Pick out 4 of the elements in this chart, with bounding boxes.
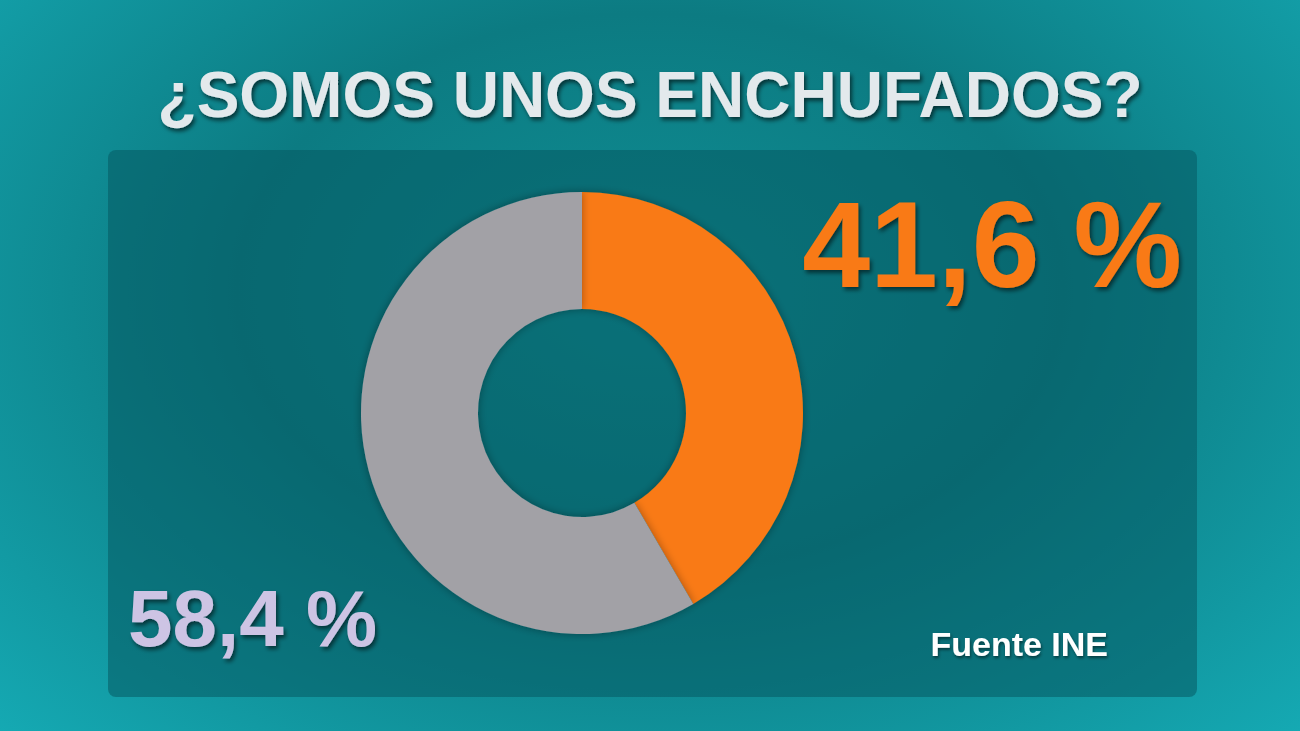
data-label: 58,4 % (128, 573, 378, 663)
source-note: Fuente INE (930, 625, 1109, 663)
data-label: 41,6 % (802, 177, 1182, 313)
chart-title: ¿SOMOS UNOS ENCHUFADOS? (157, 59, 1143, 131)
